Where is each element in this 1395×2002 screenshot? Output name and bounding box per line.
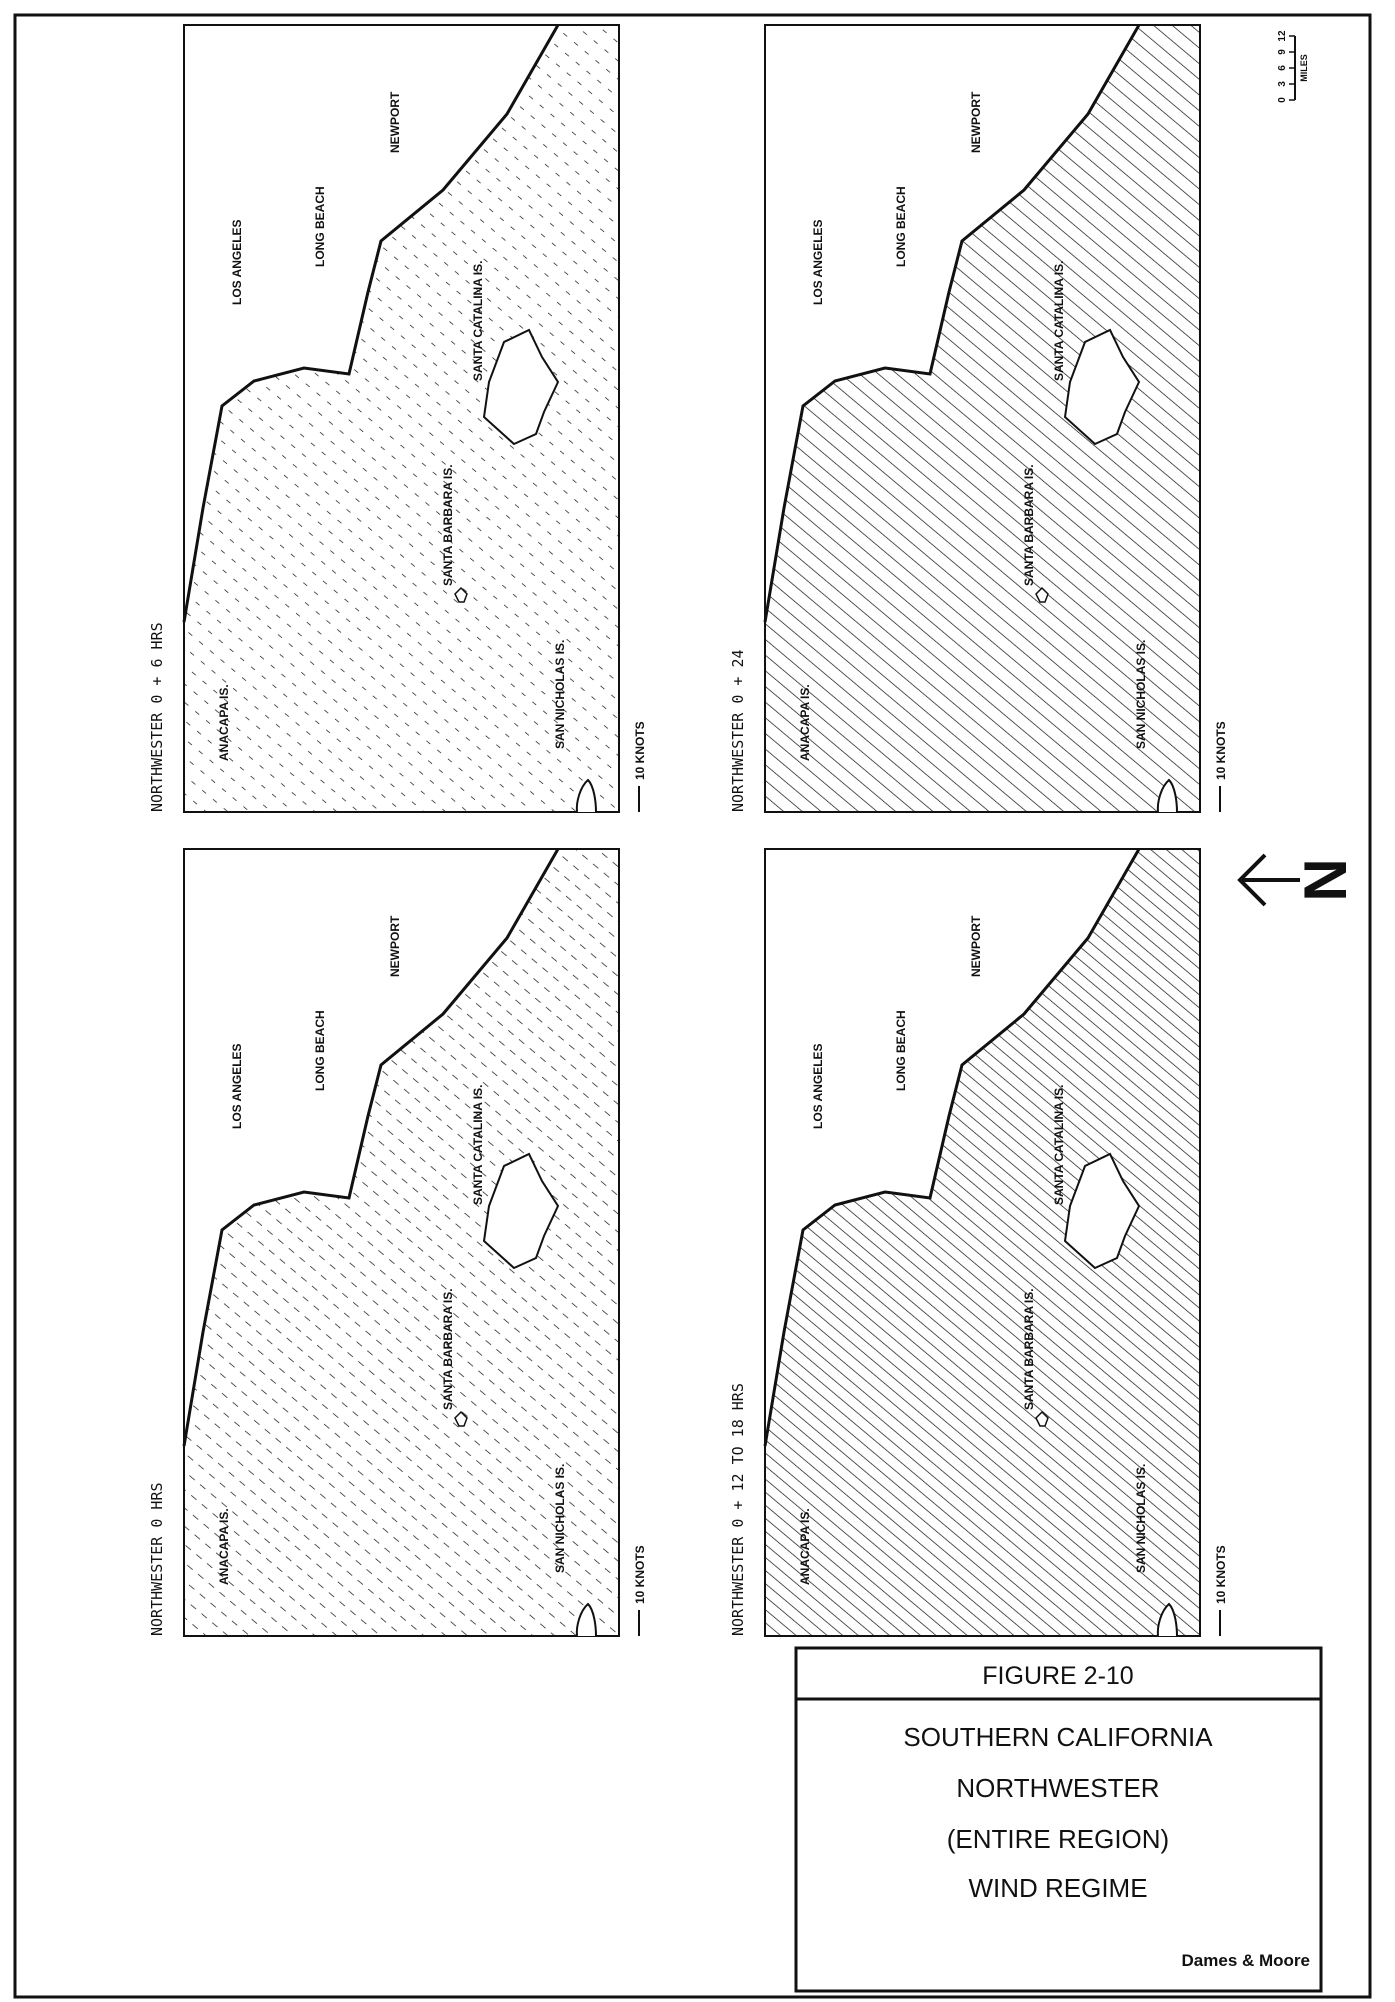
map-panel: LOS ANGELES LONG BEACH NEWPORT SANTA CATALI… [729, 849, 1228, 1636]
place-label: LONG BEACH [313, 1010, 327, 1091]
place-label: SANTA CATALINA IS. [1052, 261, 1066, 381]
place-label: ANACAPA IS. [217, 684, 231, 761]
figure-title-line: NORTHWESTER [956, 1773, 1159, 1803]
place-label: SANTA BARBARA IS. [441, 1288, 455, 1410]
company: Dames & Moore [1182, 1951, 1310, 1970]
figure-number: FIGURE 2-10 [982, 1662, 1133, 1690]
place-label: SAN NICHOLAS IS. [1134, 1464, 1148, 1573]
scale-tick-label: 0 [1277, 97, 1288, 103]
panel-label: NORTHWESTER 0 HRS [148, 1482, 166, 1636]
place-label: SANTA CATALINA IS. [1052, 1085, 1066, 1205]
panel-label: NORTHWESTER 0 + 12 TO 18 HRS [729, 1383, 747, 1636]
place-label: LOS ANGELES [230, 1043, 244, 1129]
map-panel: LOS ANGELES LONG BEACH NEWPORT SANTA CATALI… [729, 25, 1228, 812]
place-label: SAN NICHOLAS IS. [1134, 640, 1148, 749]
knots-label: 10 KNOTS [1214, 721, 1228, 780]
scale-tick-label: 3 [1277, 81, 1288, 87]
figure-title-line: SOUTHERN CALIFORNIA [903, 1722, 1213, 1752]
place-label: ANACAPA IS. [798, 684, 812, 761]
place-label: LONG BEACH [894, 1010, 908, 1091]
knots-label: 10 KNOTS [633, 1545, 647, 1604]
place-label: NEWPORT [969, 915, 983, 977]
map-panel: LOS ANGELES LONG BEACH NEWPORT SANTA CATALI… [148, 849, 647, 1636]
place-label: LOS ANGELES [811, 219, 825, 305]
knots-label: 10 KNOTS [633, 721, 647, 780]
panel-label: NORTHWESTER 0 + 6 HRS [148, 622, 166, 812]
place-label: SANTA BARBARA IS. [1022, 1288, 1036, 1410]
panel-label: NORTHWESTER 0 + 24 [729, 649, 747, 812]
knots-label: 10 KNOTS [1214, 1545, 1228, 1604]
place-label: ANACAPA IS. [798, 1508, 812, 1585]
place-label: SAN NICHOLAS IS. [553, 640, 567, 749]
scale-tick-label: 12 [1277, 30, 1288, 42]
place-label: LONG BEACH [894, 186, 908, 267]
scale-tick-label: 6 [1277, 65, 1288, 71]
place-label: SANTA BARBARA IS. [441, 464, 455, 586]
place-label: LOS ANGELES [811, 1043, 825, 1129]
place-label: LONG BEACH [313, 186, 327, 267]
place-label: SANTA CATALINA IS. [471, 1085, 485, 1205]
place-label: NEWPORT [388, 915, 402, 977]
scale-unit: MILES [1299, 54, 1309, 82]
figure-box: FIGURE 2-10 SOUTHERN CALIFORNIA NORTHWES… [796, 1648, 1321, 1991]
place-label: SAN NICHOLAS IS. [553, 1464, 567, 1573]
scale-bar: 0 3 6 9 12 MILES [1277, 30, 1309, 103]
place-label: ANACAPA IS. [217, 1508, 231, 1585]
figure-page: N 0 3 6 9 12 MILES FIGURE 2-10 SOUTHERN CALIF… [0, 0, 1395, 2002]
map-panel: LOS ANGELES LONG BEACH NEWPORT SANTA CATALI… [148, 25, 647, 812]
place-label: SANTA CATALINA IS. [471, 261, 485, 381]
place-label: LOS ANGELES [230, 219, 244, 305]
figure-title-line: WIND REGIME [968, 1873, 1147, 1903]
scale-tick-label: 9 [1277, 49, 1288, 55]
place-label: NEWPORT [969, 91, 983, 153]
north-label: N [1292, 858, 1359, 901]
place-label: SANTA BARBARA IS. [1022, 464, 1036, 586]
place-label: NEWPORT [388, 91, 402, 153]
north-arrow: N [1240, 855, 1359, 905]
figure-title-line: (ENTIRE REGION) [947, 1824, 1169, 1854]
